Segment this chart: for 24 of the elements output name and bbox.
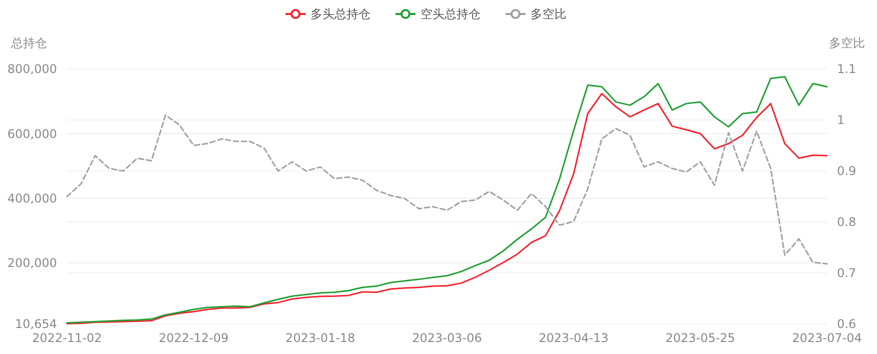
y-tick-label: 800,000	[7, 62, 57, 76]
y2-tick-label: 1	[837, 113, 845, 128]
x-tick-label: 2023-01-18	[285, 331, 356, 345]
y-axis-title: 总持仓	[10, 36, 47, 50]
y2-tick-label: 0.9	[837, 164, 856, 178]
y2-tick-label: 0.7	[837, 266, 856, 280]
y2-tick-label: 0.8	[837, 215, 856, 230]
legend-label: 空头总持仓	[420, 7, 480, 22]
x-tick-label: 2022-12-09	[158, 331, 229, 345]
y-tick-label: 400,000	[7, 191, 57, 206]
legend-label: 多头总持仓	[310, 7, 370, 22]
legend-label: 多空比	[530, 7, 566, 22]
y2-tick-label: 1.1	[837, 62, 856, 76]
line-series	[66, 114, 828, 265]
y2-tick-label: 0.6	[837, 317, 856, 332]
y-tick-label: 200,000	[7, 256, 57, 270]
x-tick-label: 2023-07-04	[792, 331, 862, 345]
x-tick-label: 2023-04-13	[538, 331, 609, 345]
y-tick-label: 10,654	[15, 317, 57, 332]
x-tick-label: 2022-11-02	[32, 331, 102, 345]
y-tick-label: 600,000	[7, 126, 57, 141]
x-tick-label: 2023-03-06	[412, 331, 482, 345]
y2-axis-title: 多空比	[829, 36, 865, 50]
x-tick-label: 2023-05-25	[665, 331, 736, 345]
